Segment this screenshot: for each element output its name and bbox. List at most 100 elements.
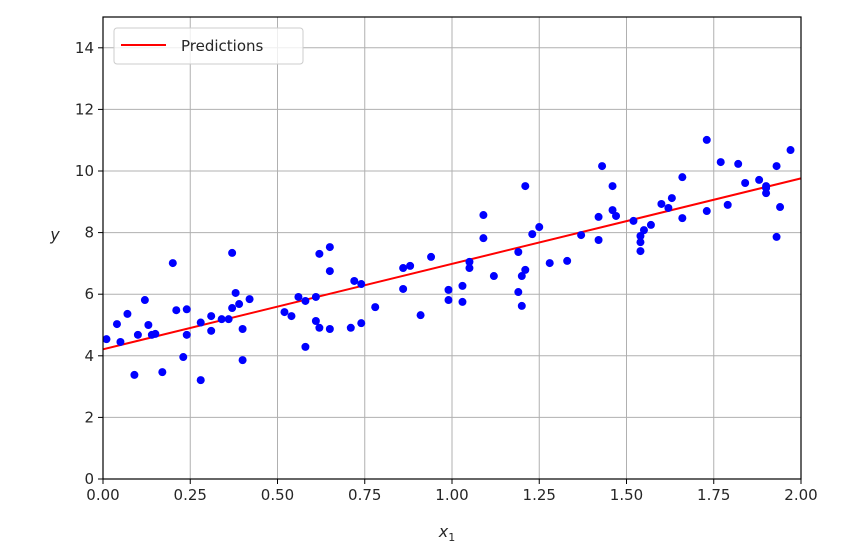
data-point bbox=[406, 261, 415, 270]
data-point bbox=[182, 330, 191, 339]
data-point bbox=[521, 182, 530, 191]
data-point bbox=[741, 179, 750, 188]
data-point bbox=[629, 216, 638, 225]
data-point bbox=[144, 321, 153, 329]
data-point bbox=[182, 305, 191, 314]
data-point bbox=[517, 272, 526, 281]
data-point bbox=[427, 252, 436, 261]
data-point bbox=[702, 207, 711, 216]
x-tick-label: 0.25 bbox=[174, 486, 207, 504]
y-tick-label: 8 bbox=[84, 224, 94, 242]
data-point bbox=[311, 292, 320, 301]
data-point bbox=[514, 288, 523, 297]
data-point bbox=[357, 280, 366, 289]
data-point bbox=[399, 284, 408, 293]
data-point bbox=[723, 200, 732, 209]
data-point bbox=[315, 323, 324, 332]
data-point bbox=[311, 316, 320, 325]
data-point bbox=[598, 162, 607, 171]
data-point bbox=[489, 272, 498, 281]
y-tick-label: 2 bbox=[84, 408, 94, 426]
data-point bbox=[458, 281, 467, 290]
x-tick-label: 0.75 bbox=[348, 486, 381, 504]
grid-lines bbox=[102, 17, 802, 480]
data-point bbox=[235, 300, 244, 309]
data-point bbox=[444, 296, 453, 305]
data-point bbox=[228, 248, 237, 257]
data-point bbox=[346, 323, 355, 332]
data-point bbox=[755, 175, 764, 184]
y-tick-label: 12 bbox=[75, 100, 94, 118]
data-point bbox=[678, 173, 687, 182]
data-point bbox=[608, 206, 617, 215]
x-tick-label: 2.00 bbox=[784, 486, 817, 504]
data-point bbox=[636, 247, 645, 256]
data-point bbox=[399, 264, 408, 273]
data-point bbox=[545, 259, 554, 268]
data-point bbox=[231, 288, 240, 297]
data-point bbox=[594, 212, 603, 221]
y-tick-label: 4 bbox=[84, 347, 94, 365]
data-point bbox=[325, 325, 334, 334]
data-point bbox=[762, 183, 771, 192]
y-tick-label: 0 bbox=[84, 470, 94, 488]
x-axis-ticks: 0.00 0.25 0.50 0.75 1.00 1.25 1.50 1.75 2.00 bbox=[86, 479, 818, 504]
data-point bbox=[514, 248, 523, 257]
data-point bbox=[636, 231, 645, 240]
data-point bbox=[217, 315, 226, 324]
data-point bbox=[639, 226, 648, 235]
x-tick-label: 0.50 bbox=[261, 486, 294, 504]
data-point bbox=[245, 295, 254, 304]
data-point bbox=[479, 211, 488, 220]
data-point bbox=[465, 257, 474, 266]
data-point bbox=[657, 199, 666, 208]
legend-box bbox=[113, 27, 304, 65]
data-point bbox=[528, 230, 537, 239]
y-axis-label: y bbox=[49, 225, 60, 244]
data-point bbox=[196, 318, 205, 327]
data-point bbox=[416, 311, 425, 320]
data-point bbox=[112, 320, 121, 329]
data-point bbox=[228, 304, 237, 313]
data-point bbox=[315, 249, 324, 258]
data-point bbox=[716, 158, 725, 167]
y-tick-label: 6 bbox=[84, 285, 94, 303]
x-axis-label: x1 bbox=[438, 522, 455, 544]
data-point bbox=[238, 325, 247, 334]
data-point bbox=[301, 296, 310, 305]
data-point bbox=[151, 329, 160, 338]
data-point bbox=[458, 297, 467, 306]
legend: Predictions bbox=[113, 27, 304, 65]
data-point bbox=[224, 315, 233, 324]
x-tick-label: 1.00 bbox=[435, 486, 468, 504]
data-point bbox=[776, 203, 785, 212]
x-tick-label: 1.50 bbox=[610, 486, 643, 504]
data-point bbox=[172, 306, 181, 315]
data-point bbox=[168, 259, 177, 268]
x-tick-label: 1.75 bbox=[697, 486, 730, 504]
data-point bbox=[207, 312, 216, 321]
data-point bbox=[772, 232, 781, 241]
data-point bbox=[786, 146, 795, 155]
data-point bbox=[325, 267, 334, 276]
x-tick-label: 0.00 bbox=[86, 486, 119, 504]
data-point bbox=[608, 182, 617, 191]
x-tick-label: 1.25 bbox=[523, 486, 556, 504]
data-point bbox=[521, 265, 530, 274]
data-point bbox=[702, 135, 711, 144]
data-point bbox=[123, 309, 132, 318]
data-point bbox=[734, 159, 743, 168]
data-point bbox=[357, 319, 366, 328]
data-point bbox=[325, 243, 334, 252]
data-point bbox=[179, 353, 188, 362]
data-point bbox=[479, 234, 488, 243]
data-point bbox=[577, 231, 586, 240]
data-point bbox=[102, 335, 111, 344]
data-point bbox=[280, 308, 289, 317]
data-point bbox=[444, 285, 453, 294]
y-tick-label: 14 bbox=[75, 39, 94, 57]
data-point bbox=[196, 376, 205, 385]
data-point bbox=[350, 276, 359, 285]
